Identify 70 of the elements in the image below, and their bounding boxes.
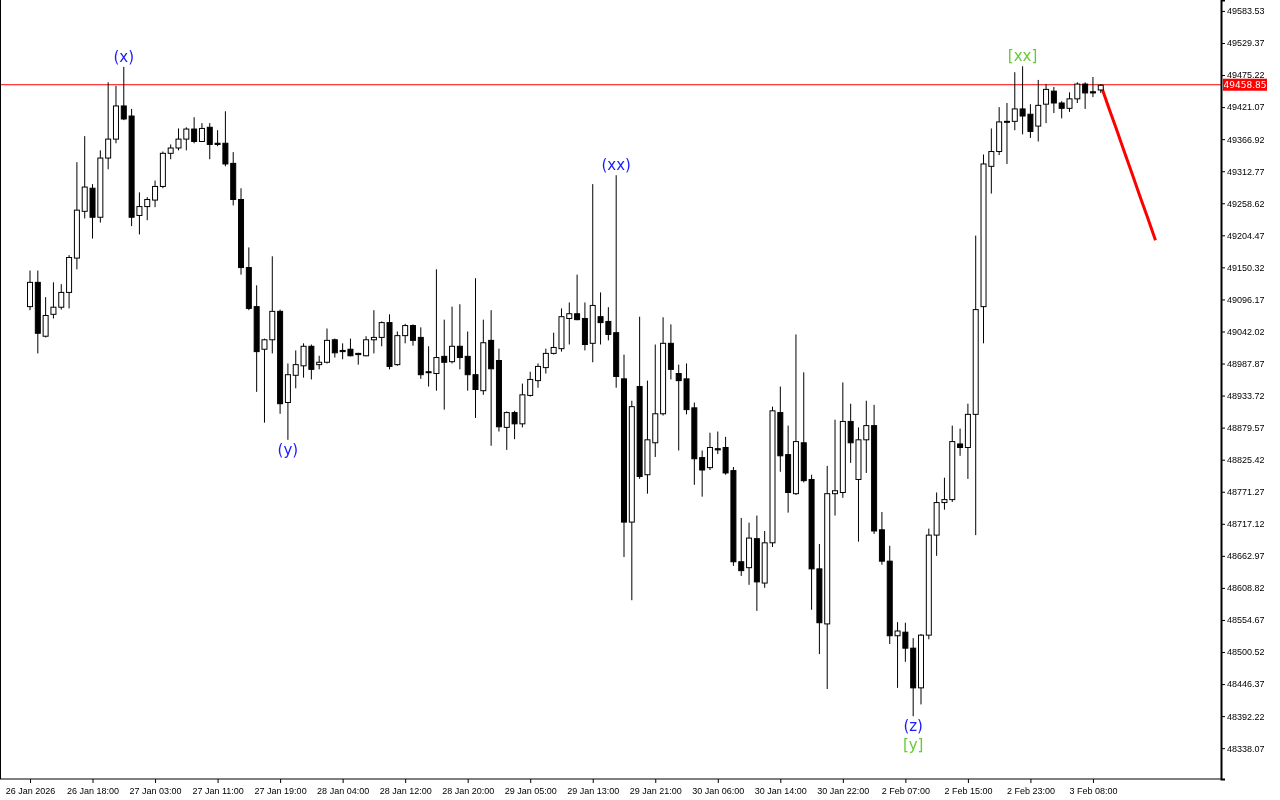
y-tick-label: 48500.52 (1227, 647, 1265, 658)
x-tick-label: 30 Jan 22:00 (817, 786, 870, 797)
x-tick-label: 28 Jan 20:00 (442, 786, 495, 797)
annotation: (x) (113, 47, 135, 66)
candlestick (832, 419, 839, 517)
y-tick-label: 49366.92 (1227, 134, 1265, 145)
candlestick (191, 116, 198, 144)
candlestick (449, 306, 456, 364)
candlestick (402, 323, 409, 344)
candlestick (456, 303, 463, 370)
candlestick (409, 323, 416, 347)
x-tick-label: 2 Feb 07:00 (881, 786, 930, 797)
x-tick-label: 30 Jan 06:00 (692, 786, 745, 797)
candlestick (1089, 76, 1096, 98)
y-tick-label: 49042.02 (1227, 326, 1265, 337)
x-tick-label: 29 Jan 21:00 (629, 786, 682, 797)
candlestick (957, 428, 964, 457)
annotation: (xx) (601, 156, 631, 175)
y-tick-label: 49312.77 (1227, 166, 1265, 177)
y-tick-label: 49150.32 (1227, 262, 1265, 273)
y-tick-label: 48338.07 (1227, 743, 1265, 754)
annotation: (y) (277, 440, 299, 459)
x-tick-label: 29 Jan 13:00 (567, 786, 620, 797)
candlestick (574, 274, 581, 321)
candlestick (1043, 83, 1050, 124)
candlestick (152, 180, 159, 208)
y-tick-label: 48392.22 (1227, 711, 1265, 722)
x-tick-label: 26 Jan 2026 (5, 786, 56, 797)
annotation: (z) (903, 717, 923, 736)
candlestick (542, 348, 549, 375)
candlestick (699, 449, 706, 498)
x-tick-label: 27 Jan 11:00 (192, 786, 244, 797)
y-tick-label: 48771.27 (1227, 487, 1265, 498)
x-tick-label: 27 Jan 03:00 (129, 786, 182, 797)
y-tick-label: 48662.97 (1227, 551, 1265, 562)
y-tick-label: 49096.17 (1227, 294, 1265, 305)
x-tick-label: 3 Feb 08:00 (1069, 786, 1118, 797)
y-tick-label: 48987.87 (1227, 358, 1265, 369)
y-tick-label: 48554.67 (1227, 615, 1265, 626)
x-tick-label: 30 Jan 14:00 (754, 786, 807, 797)
annotation: [xx] (1007, 47, 1038, 66)
annotation: [y] (902, 736, 924, 755)
x-tick-label: 26 Jan 18:00 (67, 786, 120, 797)
y-tick-label: 49475.22 (1227, 70, 1265, 81)
candlestick (535, 362, 542, 389)
candlestick (324, 328, 330, 364)
x-tick-label: 2 Feb 23:00 (1006, 786, 1055, 797)
candlestick (706, 432, 713, 471)
candlestick (1003, 102, 1010, 165)
x-tick-label: 28 Jan 04:00 (317, 786, 370, 797)
y-tick-label: 48933.72 (1227, 390, 1265, 401)
x-tick-label: 27 Jan 19:00 (254, 786, 307, 797)
y-tick-label: 49421.07 (1227, 102, 1265, 113)
x-tick-label: 2 Feb 15:00 (944, 786, 993, 797)
y-tick-label: 48717.12 (1227, 519, 1265, 530)
y-tick-label: 48879.57 (1227, 423, 1265, 434)
y-tick-label: 48446.37 (1227, 679, 1265, 690)
x-tick-label: 28 Jan 12:00 (379, 786, 432, 797)
candlestick (105, 81, 112, 170)
y-tick-label: 49204.47 (1227, 230, 1265, 241)
y-tick-label: 49529.37 (1227, 38, 1265, 49)
candlestick (1050, 86, 1057, 114)
y-tick-label: 49583.53 (1227, 6, 1265, 17)
candlestick (1082, 81, 1089, 110)
candlestick (370, 309, 377, 354)
x-tick-label: 29 Jan 05:00 (504, 786, 557, 797)
y-tick-label: 48608.82 (1227, 583, 1265, 594)
y-tick-label: 49258.62 (1227, 198, 1265, 209)
ref-line-label: 49458.85 (1223, 79, 1267, 90)
y-tick-label: 48825.42 (1227, 455, 1265, 466)
